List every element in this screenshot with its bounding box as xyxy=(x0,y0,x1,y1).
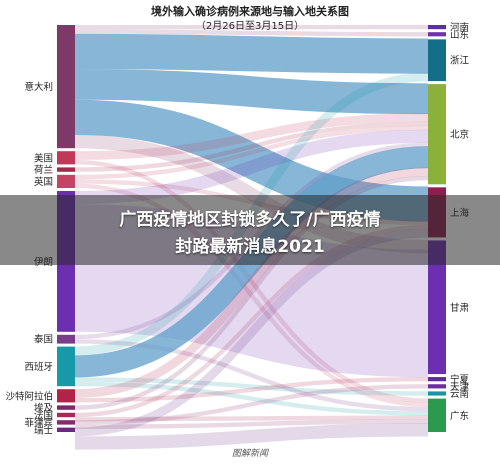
sankey-node xyxy=(428,84,446,185)
sankey-node-label: 英国 xyxy=(34,176,53,188)
sankey-node xyxy=(428,32,446,37)
sankey-node xyxy=(428,25,446,30)
sankey-node-label: 埃及 xyxy=(34,402,54,414)
sankey-link xyxy=(74,160,429,403)
sankey-node xyxy=(428,384,446,389)
sankey-node-label: 天津 xyxy=(450,382,470,393)
sankey-node-label: 意大利 xyxy=(24,81,53,93)
sankey-link xyxy=(74,423,429,450)
sankey-node-label: 泰国 xyxy=(34,334,53,346)
sankey-node-label: 山东 xyxy=(450,29,469,41)
sankey-link xyxy=(74,384,429,425)
sankey-node-label: 云南 xyxy=(450,388,469,400)
sankey-node xyxy=(57,420,75,425)
chart-title: 境外输入确诊病例来源地与输入地关系图 xyxy=(151,5,349,18)
sankey-node xyxy=(57,334,75,344)
sankey-node-label: 甘肃 xyxy=(450,302,469,314)
sankey-node-label: 广东 xyxy=(450,410,469,422)
sankey-link xyxy=(74,167,429,398)
sankey-node-label: 宁夏 xyxy=(450,374,470,386)
sankey-node xyxy=(428,240,446,375)
sankey-link xyxy=(74,29,429,37)
sankey-node xyxy=(57,405,75,410)
chart-subtitle: （2月26日至3月15日） xyxy=(195,21,305,32)
sankey-node-label: 浙江 xyxy=(450,55,470,67)
sankey-link xyxy=(74,376,429,403)
sankey-node-label: 沙特阿拉伯 xyxy=(5,390,53,402)
sankey-node xyxy=(57,25,75,149)
sankey-node xyxy=(57,174,75,188)
sankey-link xyxy=(74,419,429,429)
sankey-node xyxy=(57,427,75,432)
sankey-node xyxy=(428,391,446,396)
sankey-node xyxy=(57,151,75,165)
sankey-link xyxy=(74,69,429,115)
sankey-link xyxy=(74,175,429,410)
sankey-node xyxy=(57,389,75,403)
sankey-node-label: 河南 xyxy=(450,22,469,34)
sankey-link xyxy=(74,121,429,172)
sankey-link xyxy=(74,113,429,160)
sankey-node-label: 菲律宾 xyxy=(24,417,53,429)
sankey-node xyxy=(57,346,75,387)
sankey-node xyxy=(428,398,446,432)
sankey-node-label: 北京 xyxy=(450,129,469,141)
sankey-node-label: 瑞士 xyxy=(34,424,54,436)
sankey-link xyxy=(74,381,429,416)
source-credit: 图解新闻 xyxy=(231,449,268,459)
sankey-node-label: 美国 xyxy=(34,152,53,164)
sankey-link xyxy=(74,377,429,396)
sankey-link xyxy=(74,33,429,74)
sankey-node xyxy=(57,167,75,172)
sankey-link xyxy=(74,204,429,378)
sankey-node-label: 法国 xyxy=(34,410,53,422)
sankey-node xyxy=(428,377,446,382)
sankey-node xyxy=(428,39,446,82)
overlay-banner xyxy=(0,195,500,265)
sankey-node-label: 荷兰 xyxy=(34,164,53,176)
banner-line-2: 封路最新消息2021 xyxy=(175,237,325,257)
sankey-node xyxy=(57,412,75,418)
sankey-link xyxy=(74,415,429,422)
banner-line-1: 广西疫情地区封锁多久了/广西疫情 xyxy=(119,210,381,230)
sankey-link xyxy=(74,125,429,180)
sankey-link xyxy=(74,129,429,205)
sankey-node-label: 西班牙 xyxy=(24,361,53,373)
